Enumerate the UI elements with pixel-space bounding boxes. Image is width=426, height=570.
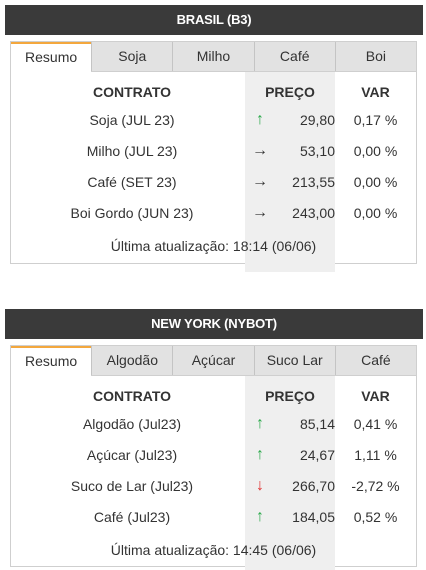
table-row: Café (SET 23) → 213,55 0,00 %	[11, 166, 416, 197]
quotes-panel: Resumo Soja Milho Café Boi CONTRATO PREÇ…	[10, 41, 417, 272]
price-value: 213,55	[292, 173, 335, 190]
var-value: 0,41 %	[353, 415, 398, 432]
arrow-down-icon: ↓	[256, 476, 264, 494]
arrow-right-icon: →	[252, 141, 268, 159]
arrow-right-icon: →	[252, 203, 268, 221]
last-update: Última atualização: 14:45 (06/06)	[110, 542, 317, 558]
contract-name: Algodão (Jul23)	[82, 415, 182, 432]
contract-name: Café (SET 23)	[87, 173, 177, 190]
contract-name: Suco de Lar (Jul23)	[70, 477, 194, 494]
header-contract: CONTRATO	[92, 388, 172, 404]
var-value: 0,00 %	[353, 173, 398, 190]
contract-name: Soja (JUL 23)	[89, 111, 175, 128]
var-value: 0,17 %	[353, 111, 398, 128]
header-contract: CONTRATO	[92, 84, 172, 100]
price-column-bg	[245, 376, 335, 570]
table-header: CONTRATO PREÇO VAR	[11, 80, 416, 104]
price-value: 53,10	[299, 142, 335, 159]
table-row: Soja (JUL 23) ↑ 29,80 0,17 %	[11, 104, 416, 135]
last-update: Última atualização: 18:14 (06/06)	[110, 238, 317, 254]
table-header: CONTRATO PREÇO VAR	[11, 384, 416, 408]
brasil-widget: BRASIL (B3) Resumo Soja Milho Café Boi C…	[5, 5, 423, 272]
arrow-right-icon: →	[252, 172, 268, 190]
arrow-up-icon: ↑	[256, 445, 264, 463]
header-var: VAR	[361, 84, 390, 100]
contract-name: Açúcar (Jul23)	[86, 446, 178, 463]
table-row: Açúcar (Jul23) ↑ 24,67 1,11 %	[11, 439, 416, 470]
table-row: Boi Gordo (JUN 23) → 243,00 0,00 %	[11, 197, 416, 228]
price-value: 243,00	[292, 204, 335, 221]
header-price: PREÇO	[265, 388, 315, 404]
tab-algodao[interactable]: Algodão	[91, 346, 173, 375]
tab-bar: Resumo Soja Milho Café Boi	[11, 42, 417, 73]
tab-bar: Resumo Algodão Açúcar Suco Lar Café	[11, 346, 417, 377]
table-row: Suco de Lar (Jul23) ↓ 266,70 -2,72 %	[11, 470, 416, 501]
var-value: 0,52 %	[353, 508, 398, 525]
tab-soja[interactable]: Soja	[91, 42, 173, 71]
var-value: 0,00 %	[353, 142, 398, 159]
tab-resumo[interactable]: Resumo	[11, 42, 92, 73]
arrow-up-icon: ↑	[256, 110, 264, 128]
header-price: PREÇO	[265, 84, 315, 100]
tab-acucar[interactable]: Açúcar	[172, 346, 254, 375]
table-row: Milho (JUL 23) → 53,10 0,00 %	[11, 135, 416, 166]
var-value: -2,72 %	[351, 477, 400, 494]
table-row: Algodão (Jul23) ↑ 85,14 0,41 %	[11, 408, 416, 439]
contract-name: Boi Gordo (JUN 23)	[70, 204, 194, 221]
var-value: 1,11 %	[354, 446, 397, 463]
newyork-widget: NEW YORK (NYBOT) Resumo Algodão Açúcar S…	[5, 309, 423, 570]
price-value: 266,70	[292, 477, 335, 494]
arrow-up-icon: ↑	[256, 507, 264, 525]
tab-milho[interactable]: Milho	[172, 42, 254, 71]
price-value: 29,80	[299, 111, 335, 128]
price-value: 85,14	[299, 415, 335, 432]
tab-suco-lar[interactable]: Suco Lar	[253, 346, 335, 375]
widget-title: BRASIL (B3)	[5, 5, 423, 35]
tab-cafe[interactable]: Café	[334, 346, 417, 375]
arrow-up-icon: ↑	[256, 414, 264, 432]
price-value: 24,67	[299, 446, 335, 463]
price-column-bg	[245, 72, 335, 272]
table-row: Café (Jul23) ↑ 184,05 0,52 %	[11, 501, 416, 532]
price-value: 184,05	[292, 508, 335, 525]
tab-resumo[interactable]: Resumo	[11, 346, 92, 377]
header-var: VAR	[361, 388, 390, 404]
contract-name: Milho (JUL 23)	[86, 142, 178, 159]
quotes-table: CONTRATO PREÇO VAR Algodão (Jul23) ↑ 85,…	[11, 376, 416, 570]
var-value: 0,00 %	[353, 204, 398, 221]
contract-name: Café (Jul23)	[93, 508, 171, 525]
quotes-panel: Resumo Algodão Açúcar Suco Lar Café CONT…	[10, 345, 417, 570]
quotes-table: CONTRATO PREÇO VAR Soja (JUL 23) ↑ 29,80…	[11, 72, 416, 272]
tab-boi[interactable]: Boi	[334, 42, 417, 71]
tab-cafe[interactable]: Café	[253, 42, 335, 71]
widget-title: NEW YORK (NYBOT)	[5, 309, 423, 339]
